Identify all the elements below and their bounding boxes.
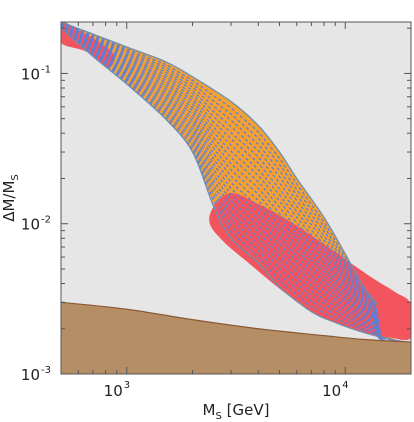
y-tick-exp: -3 — [41, 365, 51, 376]
dashed-contour — [61, 23, 404, 343]
dashed-contour — [61, 24, 403, 343]
x-tick-exp: 3 — [124, 380, 130, 391]
excluded-region — [61, 302, 411, 374]
dashed-contour — [61, 26, 407, 344]
y-tick-base: 10 — [21, 366, 40, 384]
dashed-contour — [61, 23, 405, 343]
dashed-contour — [61, 26, 406, 343]
dashed-contour — [61, 27, 410, 344]
y-axis-title: ΔM/MS — [0, 174, 21, 222]
dashed-contour — [61, 25, 404, 343]
band-lower-edge — [61, 27, 411, 344]
dashed-contour — [61, 22, 408, 344]
dashed-contour — [61, 25, 403, 343]
y-tick-base: 10 — [21, 65, 40, 83]
y-tick-exp: -1 — [41, 64, 51, 75]
dashed-contour — [61, 24, 403, 343]
dashed-contour — [61, 24, 403, 343]
y-tick-exp: -2 — [41, 215, 51, 226]
y-tick-label: 10 -3 — [21, 365, 51, 384]
band-upper-edge — [61, 22, 378, 305]
x-tick-base: 10 — [322, 382, 341, 400]
dashed-contour — [61, 26, 408, 344]
x-tick-base: 10 — [104, 382, 123, 400]
dashed-contour — [61, 22, 409, 344]
dashed-contour — [61, 22, 407, 344]
x-tick-exp: 4 — [342, 380, 348, 391]
y-tick-label: 10 -2 — [21, 215, 51, 234]
dashed-contour — [61, 27, 409, 344]
y-tick-label: 10 -1 — [21, 64, 51, 83]
dashed-contour — [61, 23, 403, 343]
x-tick-label: 10 3 — [104, 380, 130, 400]
x-axis-title: MS [GeV] — [203, 401, 270, 422]
dashed-contour — [61, 22, 410, 344]
dashed-contour — [61, 22, 406, 343]
excluded-region-edge — [61, 301, 411, 343]
y-tick-base: 10 — [21, 216, 40, 234]
x-tick-label: 10 4 — [322, 380, 348, 400]
dashed-contour — [61, 25, 405, 343]
plot-frame — [60, 21, 412, 375]
